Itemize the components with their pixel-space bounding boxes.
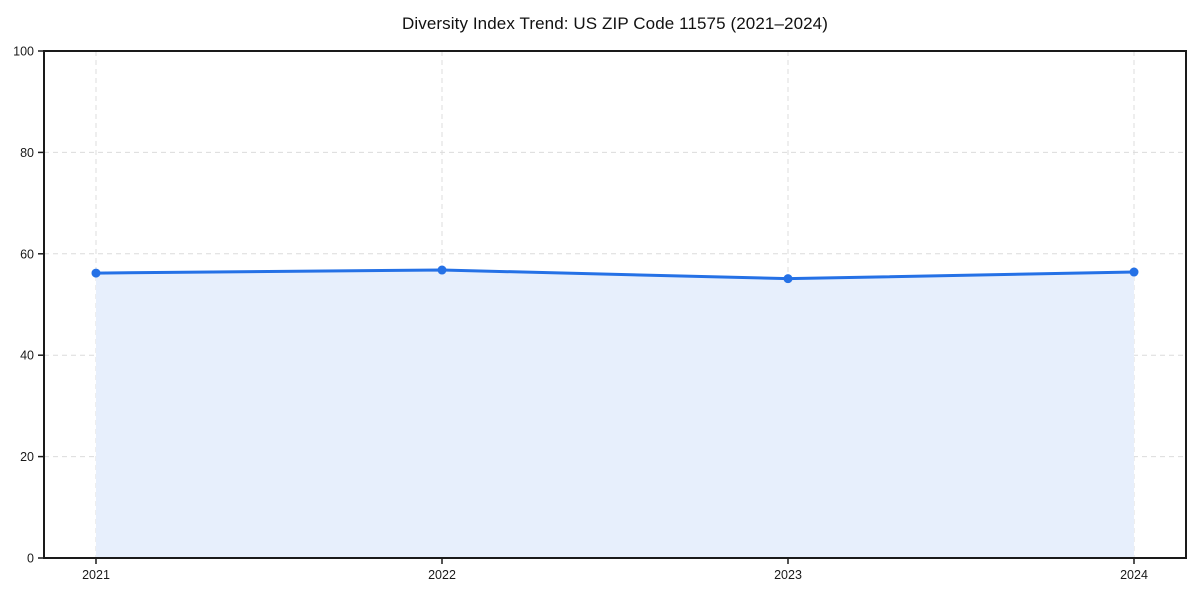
trend-line (94, 268, 1136, 281)
plot-border (43, 50, 1187, 559)
y-tick-label: 0 (27, 552, 34, 566)
x-tick-label: 2022 (428, 568, 456, 582)
data-point-2021 (91, 268, 101, 278)
y-tick-label: 20 (20, 450, 34, 464)
data-point-2024 (1129, 267, 1139, 277)
y-tick-label: 80 (20, 146, 34, 160)
x-tick-label: 2021 (82, 568, 110, 582)
data-point-2023 (783, 274, 793, 284)
y-tick-label: 100 (13, 45, 34, 59)
x-tick-label: 2023 (774, 568, 802, 582)
area-fill (96, 270, 1134, 558)
data-point-2022 (437, 265, 447, 275)
y-tick-label: 40 (20, 349, 34, 363)
chart-title: Diversity Index Trend: US ZIP Code 11575… (401, 14, 829, 33)
x-tick-label: 2024 (1120, 568, 1148, 582)
y-tick-label: 60 (20, 247, 34, 261)
